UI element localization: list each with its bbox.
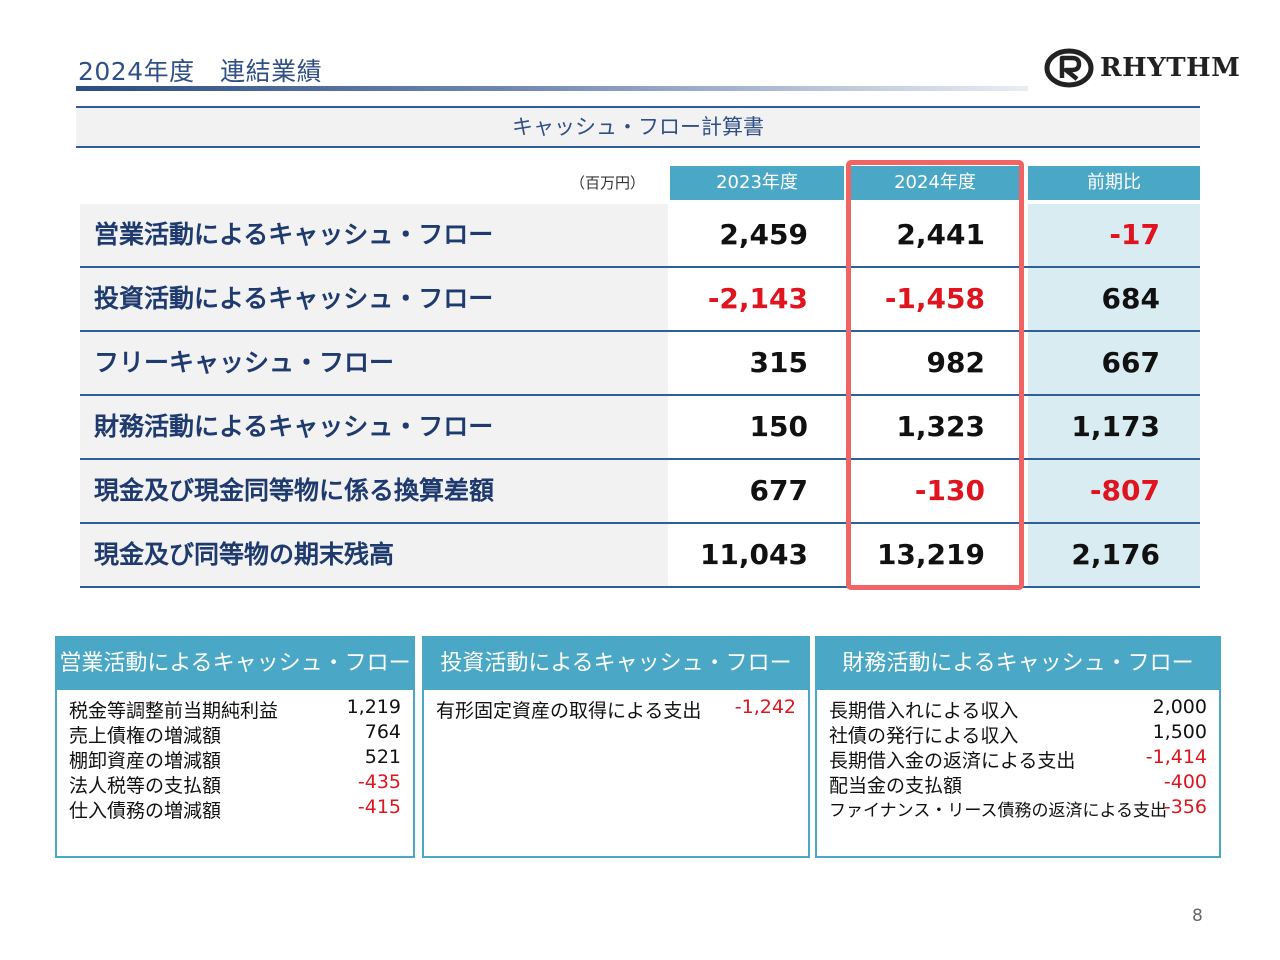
row-label: 投資活動によるキャッシュ・フロー <box>80 268 668 330</box>
value-2024: 13,219 <box>845 524 985 586</box>
value-change: 2,176 <box>1028 524 1200 586</box>
box-title: 投資活動によるキャッシュ・フロー <box>424 638 808 690</box>
row-label: 営業活動によるキャッシュ・フロー <box>80 204 668 266</box>
box-title: 営業活動によるキャッシュ・フロー <box>57 638 413 690</box>
operating-cf-box: 営業活動によるキャッシュ・フロー 税金等調整前当期純利益 1,219 売上債権の増… <box>55 636 415 858</box>
item-label: 売上債権の増減額 <box>69 725 222 747</box>
column-header-2023: 2023年度 <box>670 166 844 200</box>
section-banner: キャッシュ・フロー計算書 <box>76 106 1200 148</box>
value-2023: 677 <box>670 460 808 522</box>
list-item: 法人税等の支払額 -435 <box>57 771 413 797</box>
fy2024-highlight-frame <box>846 160 1024 590</box>
item-label: 法人税等の支払額 <box>69 775 222 797</box>
list-item: ファイナンス・リース債務の返済による支出 -356 <box>817 796 1219 821</box>
table-row: 営業活動によるキャッシュ・フロー 2,459 2,441 -17 <box>80 204 1200 268</box>
item-value: 764 <box>364 721 401 743</box>
value-2024: 1,323 <box>845 396 985 458</box>
item-label: 税金等調整前当期純利益 <box>69 700 279 722</box>
item-value: 1,500 <box>1152 721 1207 743</box>
item-value: -415 <box>357 796 401 818</box>
list-item: 税金等調整前当期純利益 1,219 <box>57 696 413 722</box>
item-value: -435 <box>357 771 401 793</box>
value-2023: 2,459 <box>670 204 808 266</box>
box-title: 財務活動によるキャッシュ・フロー <box>817 638 1219 690</box>
logo-text: RHYTHM <box>1100 53 1241 83</box>
item-label: 仕入債務の増減額 <box>69 800 222 822</box>
row-label: 現金及び現金同等物に係る換算差額 <box>80 460 668 522</box>
item-label: 棚卸資産の増減額 <box>69 750 222 772</box>
investing-cf-box: 投資活動によるキャッシュ・フロー 有形固定資産の取得による支出 -1,242 <box>422 636 810 858</box>
item-value: 521 <box>364 746 401 768</box>
list-item: 棚卸資産の増減額 521 <box>57 746 413 772</box>
item-value: -356 <box>1163 796 1207 818</box>
unit-label: （百万円） <box>570 174 646 192</box>
slide-title: 2024年度 連結業績 <box>78 57 323 86</box>
list-item: 社債の発行による収入 1,500 <box>817 721 1219 747</box>
item-value: 2,000 <box>1152 696 1207 718</box>
item-value: 1,219 <box>346 696 401 718</box>
item-label: 配当金の支払額 <box>829 775 963 797</box>
item-value: -1,242 <box>734 696 796 718</box>
list-item: 配当金の支払額 -400 <box>817 771 1219 797</box>
column-header-2024: 2024年度 <box>848 166 1022 200</box>
table-row: 現金及び同等物の期末残高 11,043 13,219 2,176 <box>80 524 1200 588</box>
value-2024: 2,441 <box>845 204 985 266</box>
table-row: 投資活動によるキャッシュ・フロー -2,143 -1,458 684 <box>80 268 1200 332</box>
item-value: -400 <box>1163 771 1207 793</box>
row-label: 財務活動によるキャッシュ・フロー <box>80 396 668 458</box>
value-2023: -2,143 <box>670 268 808 330</box>
row-label: 現金及び同等物の期末残高 <box>80 524 668 586</box>
title-underline <box>76 86 1028 91</box>
row-label: フリーキャッシュ・フロー <box>80 332 668 394</box>
value-2023: 150 <box>670 396 808 458</box>
list-item: 売上債権の増減額 764 <box>57 721 413 747</box>
item-label: ファイナンス・リース債務の返済による支出 <box>829 801 1167 821</box>
value-change: -807 <box>1028 460 1200 522</box>
item-label: 有形固定資産の取得による支出 <box>436 700 702 722</box>
list-item: 仕入債務の増減額 -415 <box>57 796 413 822</box>
item-label: 長期借入金の返済による支出 <box>829 750 1076 772</box>
list-item: 長期借入れによる収入 2,000 <box>817 696 1219 722</box>
value-2023: 315 <box>670 332 808 394</box>
list-item: 有形固定資産の取得による支出 -1,242 <box>424 696 808 722</box>
value-2023: 11,043 <box>670 524 808 586</box>
company-logo: RHYTHM <box>1044 48 1240 88</box>
value-2024: -130 <box>845 460 985 522</box>
table-row: フリーキャッシュ・フロー 315 982 667 <box>80 332 1200 396</box>
page-number: 8 <box>1192 906 1203 926</box>
item-label: 長期借入れによる収入 <box>829 700 1019 722</box>
value-change: 667 <box>1028 332 1200 394</box>
item-label: 社債の発行による収入 <box>829 725 1019 747</box>
column-header-change: 前期比 <box>1028 166 1200 200</box>
table-row: 財務活動によるキャッシュ・フロー 150 1,323 1,173 <box>80 396 1200 460</box>
item-value: -1,414 <box>1145 746 1207 768</box>
list-item: 長期借入金の返済による支出 -1,414 <box>817 746 1219 772</box>
rhythm-logo-icon <box>1044 48 1094 88</box>
value-change: -17 <box>1028 204 1200 266</box>
financing-cf-box: 財務活動によるキャッシュ・フロー 長期借入れによる収入 2,000 社債の発行によ… <box>815 636 1221 858</box>
value-change: 684 <box>1028 268 1200 330</box>
table-row: 現金及び現金同等物に係る換算差額 677 -130 -807 <box>80 460 1200 524</box>
value-2024: -1,458 <box>845 268 985 330</box>
value-change: 1,173 <box>1028 396 1200 458</box>
value-2024: 982 <box>845 332 985 394</box>
